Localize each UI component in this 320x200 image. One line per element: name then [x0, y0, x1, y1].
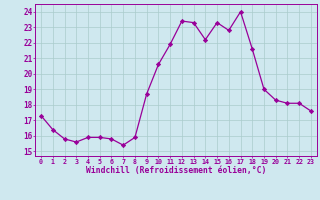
X-axis label: Windchill (Refroidissement éolien,°C): Windchill (Refroidissement éolien,°C)	[86, 166, 266, 175]
